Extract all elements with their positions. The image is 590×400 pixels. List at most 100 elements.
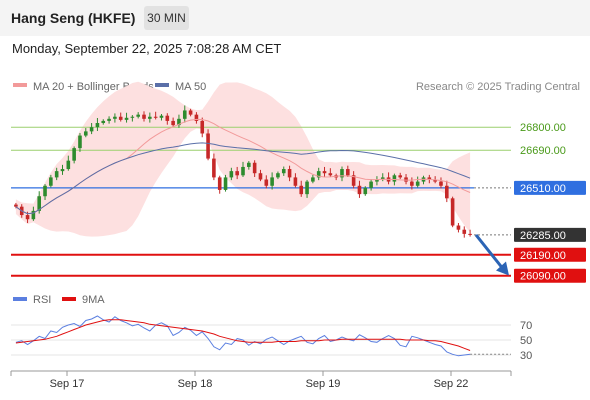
candle-body xyxy=(398,175,403,178)
candle-body xyxy=(25,215,30,220)
time-axis-label: Sep 19 xyxy=(306,378,341,390)
candle-body xyxy=(346,169,350,176)
candle xyxy=(293,173,298,188)
candle xyxy=(43,184,47,200)
candle-body xyxy=(375,179,379,182)
candle xyxy=(194,112,199,124)
candle xyxy=(462,226,467,238)
candle-body xyxy=(14,204,18,207)
candle xyxy=(130,115,135,122)
candle-body xyxy=(357,185,362,195)
candle xyxy=(124,112,129,123)
time-axis-label: Sep 18 xyxy=(178,378,213,390)
candle xyxy=(206,129,210,161)
level-label-support-5: 26090.00 xyxy=(520,271,566,283)
forecast-arrow-shaft xyxy=(474,233,504,269)
chart-datetime: Monday, September 22, 2025 7:08:28 AM CE… xyxy=(12,41,282,56)
candle-body xyxy=(340,169,344,178)
candle-body xyxy=(258,173,263,180)
candle xyxy=(212,153,216,181)
rsi-ma-line xyxy=(15,319,471,351)
candle-body xyxy=(322,171,327,174)
candle-body xyxy=(311,177,315,182)
rsi-panel: 70 50 30 xyxy=(11,315,532,362)
candle xyxy=(404,174,408,185)
research-credit: Research © 2025 Trading Central xyxy=(416,81,580,93)
candle-body xyxy=(171,120,175,126)
candle xyxy=(468,229,472,237)
forecast-arrow-head xyxy=(496,261,509,276)
candle-body xyxy=(380,177,385,180)
candle-body xyxy=(462,229,467,234)
candle xyxy=(72,146,76,164)
candle xyxy=(299,180,304,197)
candle-body xyxy=(287,169,292,178)
candle xyxy=(398,172,403,180)
candle-body xyxy=(78,135,82,149)
candle-body xyxy=(276,173,280,178)
candle xyxy=(89,123,94,135)
candle-body xyxy=(177,118,181,126)
ma50-legend-swatch xyxy=(155,83,169,87)
candle-body xyxy=(456,225,461,230)
candle xyxy=(380,173,385,182)
candle-body xyxy=(43,185,47,197)
candle-body xyxy=(235,171,239,176)
rsi-tick-label: 30 xyxy=(520,350,532,362)
candle xyxy=(322,166,327,177)
candle xyxy=(415,176,420,188)
candle-body xyxy=(54,171,59,178)
ma50-line xyxy=(15,142,471,215)
candle-body xyxy=(299,185,304,195)
candle xyxy=(328,168,333,177)
candle xyxy=(136,112,140,119)
candle-body xyxy=(217,177,222,190)
level-label-last-3: 26285.00 xyxy=(520,230,566,242)
candle xyxy=(305,179,309,198)
candle-body xyxy=(182,110,187,119)
candle xyxy=(247,161,251,170)
rsi-ma-legend-label: 9MA xyxy=(82,294,105,306)
candle-body xyxy=(316,171,321,178)
candle-body xyxy=(101,120,106,124)
level-tag-last-3 xyxy=(514,227,586,242)
candle xyxy=(375,176,379,186)
candle xyxy=(165,113,170,125)
candle-body xyxy=(392,175,397,182)
candle-body xyxy=(31,210,36,220)
candle-body xyxy=(404,177,408,182)
level-label-support-4: 26190.00 xyxy=(520,250,566,262)
candle-body xyxy=(206,133,210,159)
rsi-tick-label: 50 xyxy=(520,335,532,347)
candle-body xyxy=(351,175,356,186)
candle-body xyxy=(433,179,437,182)
candle-body xyxy=(415,181,420,186)
candle-body xyxy=(136,114,140,117)
candle xyxy=(118,112,123,122)
candle xyxy=(66,155,71,171)
candle xyxy=(171,117,175,127)
candle xyxy=(439,177,443,189)
candle-body xyxy=(241,166,245,176)
candle-body xyxy=(229,171,234,178)
candle-body xyxy=(142,114,146,119)
time-axis: Sep 17 Sep 18 Sep 19 Sep 22 xyxy=(10,370,512,390)
candle-body xyxy=(118,116,123,120)
chart-header-bar: Hang Seng (HKFE) 30 MIN xyxy=(0,0,590,36)
candle xyxy=(95,117,100,131)
candle xyxy=(54,167,59,181)
candle-body xyxy=(293,177,298,186)
candle xyxy=(223,174,228,192)
candle xyxy=(83,128,88,138)
candle-body xyxy=(60,169,65,172)
candle xyxy=(287,165,292,182)
rsi-legend-label: RSI xyxy=(33,294,51,306)
candle xyxy=(340,166,344,182)
candle-body xyxy=(305,181,309,195)
candle-body xyxy=(113,116,117,119)
candle xyxy=(444,180,449,203)
timeframe-button[interactable]: 30 MIN xyxy=(144,6,189,30)
candle xyxy=(456,223,461,233)
rsi-ma-legend-swatch xyxy=(62,297,76,301)
